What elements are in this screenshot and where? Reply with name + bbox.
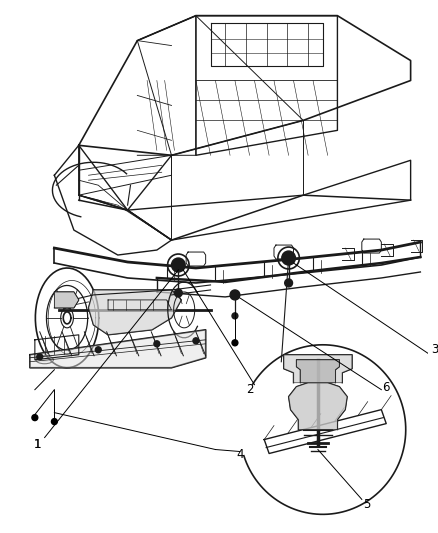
Circle shape xyxy=(174,289,182,297)
Circle shape xyxy=(32,415,38,421)
Circle shape xyxy=(282,251,296,265)
Polygon shape xyxy=(54,292,79,308)
Circle shape xyxy=(232,313,238,319)
Text: 5: 5 xyxy=(363,498,371,511)
Circle shape xyxy=(193,338,199,344)
Polygon shape xyxy=(284,355,352,383)
Circle shape xyxy=(51,418,57,425)
Ellipse shape xyxy=(40,357,49,362)
Polygon shape xyxy=(297,360,339,383)
Circle shape xyxy=(95,347,101,353)
Text: 3: 3 xyxy=(431,343,438,356)
Circle shape xyxy=(172,258,185,272)
Polygon shape xyxy=(289,383,347,430)
Circle shape xyxy=(230,290,240,300)
Circle shape xyxy=(285,279,293,287)
Text: 6: 6 xyxy=(382,381,390,394)
Text: 1: 1 xyxy=(34,438,42,451)
Circle shape xyxy=(154,341,160,347)
Text: 2: 2 xyxy=(246,383,253,396)
Polygon shape xyxy=(30,330,206,368)
Text: 4: 4 xyxy=(236,448,244,461)
Circle shape xyxy=(232,340,238,346)
Polygon shape xyxy=(88,290,181,335)
Circle shape xyxy=(37,354,42,360)
Text: 1: 1 xyxy=(34,438,42,451)
